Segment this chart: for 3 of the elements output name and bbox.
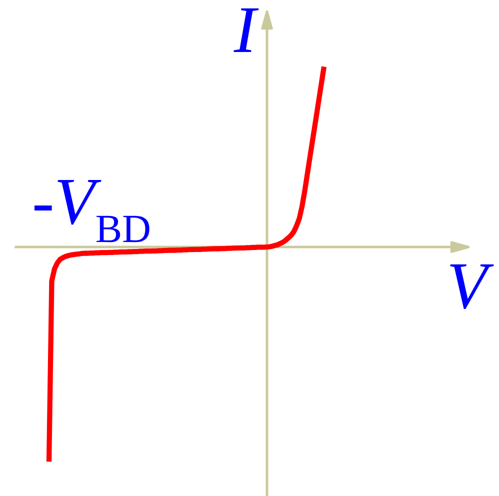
y-axis-title: I [234,8,259,52]
annotation: -V$_{BD}$ [34,180,150,242]
x-axis-title: V [450,264,494,310]
